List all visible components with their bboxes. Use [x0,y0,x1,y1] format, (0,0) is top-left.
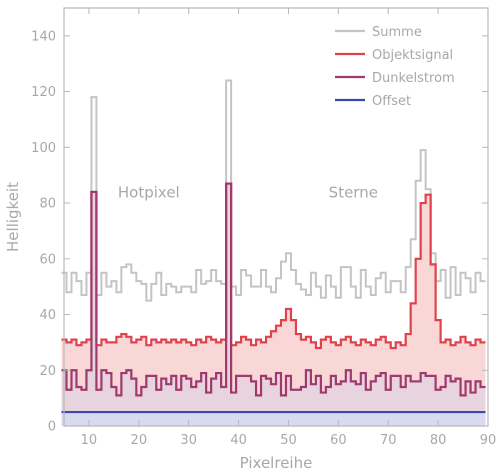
series-line-objektsignal [61,182,486,350]
legend-label: Offset [372,94,411,109]
x-tick-label: 70 [380,433,397,448]
x-tick-label: 60 [330,433,347,448]
series-lines [61,79,486,414]
series-line-dunkelstrom [61,182,486,397]
x-tick-label: 90 [480,433,497,448]
x-tick-label: 10 [81,433,98,448]
objektsignal-fill [61,183,486,426]
legend: Summe Objektsignal Dunkelstrom Offset [335,25,455,109]
plot-frame [63,7,489,427]
x-tick-label: 40 [230,433,247,448]
annotation-label: Hotpixel [118,183,180,201]
y-tick-label: 120 [31,85,56,100]
axis-ticks: 10 20 30 40 50 60 70 80 90 0 20 40 60 80 100 120 140 [31,8,496,448]
x-axis-label: Pixelreihe [240,454,313,472]
annotations: Hotpixel Sterne [118,183,378,201]
y-tick-label: 100 [31,141,56,156]
x-tick-label: 80 [430,433,447,448]
fill-areas [61,183,486,426]
x-tick-label: 50 [280,433,297,448]
legend-label: Summe [372,25,422,40]
annotation-label: Sterne [329,183,378,201]
y-tick-label: 60 [39,252,56,267]
y-axis-label: Helligkeit [4,182,22,252]
x-tick-label: 20 [131,433,148,448]
y-tick-label: 80 [39,197,56,212]
y-tick-label: 0 [48,420,56,435]
y-tick-label: 140 [31,29,56,44]
dunkelstrom-fill [61,183,486,426]
legend-label: Objektsignal [372,48,453,63]
legend-label: Dunkelstrom [372,71,455,86]
y-tick-label: 40 [39,308,56,323]
y-tick-label: 20 [39,364,56,379]
series-line-summe [61,79,486,302]
x-tick-label: 30 [180,433,197,448]
offset-fill [61,412,486,426]
